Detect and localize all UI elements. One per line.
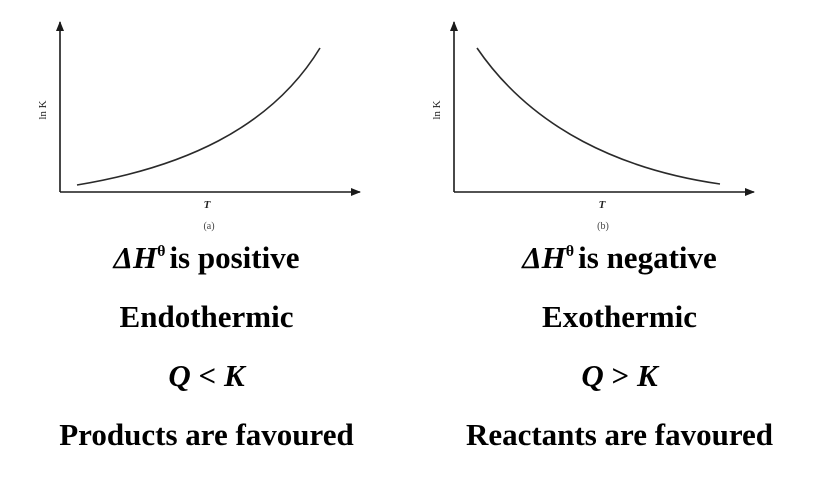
q-symbol: Q — [581, 358, 604, 393]
delta-h-statement: ΔHθ is negative — [413, 240, 826, 282]
q-vs-k: Q < K — [0, 358, 413, 394]
k-symbol: K — [636, 358, 658, 393]
x-axis-label: T — [599, 199, 607, 211]
comparison-operator: > — [611, 358, 630, 393]
x-axis-label: T — [204, 199, 212, 211]
favoured-statement: Products are favoured — [59, 417, 354, 452]
sublabel: (a) — [203, 221, 214, 232]
curve-increasing — [76, 47, 321, 186]
reaction-type: Exothermic — [542, 299, 697, 334]
y-axis-label: ln K — [37, 100, 49, 119]
curve-decreasing — [476, 47, 721, 185]
delta-h-sign-text: is negative — [578, 240, 717, 275]
delta-h-symbol: ΔH — [113, 240, 158, 275]
k-symbol: K — [223, 358, 245, 393]
sublabel: (b) — [597, 221, 609, 232]
panel-endothermic: ln K T (a) ΔHθ is positive Endothermic Q … — [0, 21, 413, 452]
delta-h-symbol: ΔH — [522, 240, 566, 275]
delta-h-statement: ΔHθ is positive — [0, 240, 413, 282]
favoured-statement: Reactants are favoured — [465, 417, 774, 452]
q-vs-k: Q > K — [413, 358, 826, 394]
reaction-type: Endothermic — [119, 299, 294, 334]
plot-b: ln K T (b) — [431, 21, 755, 232]
standard-state-superscript: θ — [157, 243, 166, 260]
comparison-operator: < — [198, 358, 217, 393]
standard-state-superscript: θ — [565, 243, 575, 260]
panel-exothermic: ln K T (b) ΔHθ is negative Exothermic Q >… — [413, 0, 826, 477]
delta-h-sign-text: is positive — [169, 240, 300, 275]
y-axis-label: ln K — [431, 100, 443, 119]
plot-a: ln K T (a) — [37, 21, 361, 232]
q-symbol: Q — [168, 358, 191, 393]
